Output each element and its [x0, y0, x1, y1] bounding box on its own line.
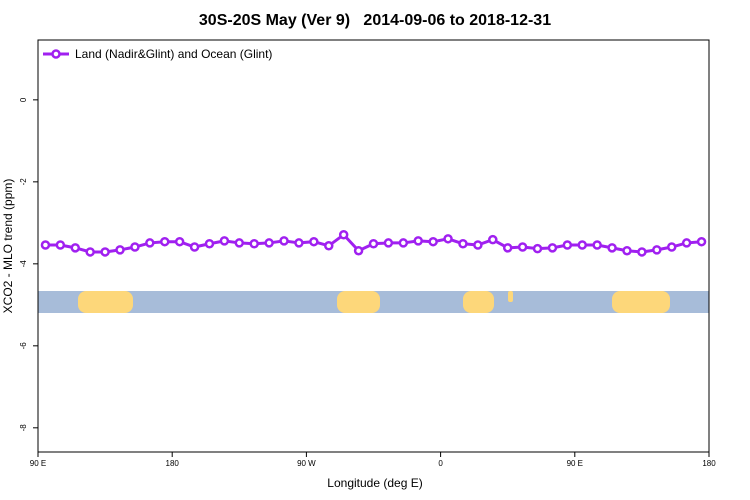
land	[337, 291, 380, 313]
point	[637, 247, 647, 257]
land	[612, 291, 670, 313]
point	[532, 243, 543, 254]
point	[204, 238, 215, 249]
point	[219, 236, 230, 246]
point	[413, 236, 423, 246]
point	[666, 242, 677, 252]
point	[130, 242, 140, 252]
point	[70, 243, 81, 253]
point	[368, 238, 379, 249]
point	[234, 238, 245, 248]
land	[508, 291, 513, 302]
point	[443, 234, 453, 244]
x-tick-label: 0	[438, 459, 443, 468]
legend-marker	[51, 49, 61, 59]
land	[463, 291, 494, 313]
point	[264, 238, 274, 248]
point	[622, 245, 632, 256]
point	[145, 238, 155, 248]
x-tick-label: 90 W	[297, 459, 316, 468]
y-axis-label: XCO2 - MLO trend (ppm)	[1, 179, 15, 314]
point	[547, 243, 558, 253]
point	[681, 238, 692, 248]
point	[40, 240, 51, 250]
land	[78, 291, 133, 313]
y-tick-label: 0	[19, 97, 28, 102]
legend-label: Land (Nadir&Glint) and Ocean (Glint)	[75, 47, 272, 61]
point	[159, 236, 170, 247]
point	[592, 240, 602, 250]
point	[309, 236, 319, 247]
point	[294, 238, 304, 248]
point	[100, 247, 110, 257]
point	[652, 245, 662, 255]
chart-title: 30S-20S May (Ver 9) 2014-09-06 to 2018-1…	[199, 12, 551, 29]
point	[428, 236, 438, 247]
point	[577, 240, 588, 250]
y-tick-label: -6	[19, 342, 28, 350]
y-tick-label: -4	[19, 260, 28, 268]
point	[458, 238, 468, 249]
point	[189, 242, 200, 252]
point	[607, 243, 617, 253]
x-tick-label: 90 E	[30, 459, 46, 468]
point	[488, 234, 498, 245]
point	[338, 229, 349, 240]
map-strip	[38, 291, 709, 313]
point	[353, 245, 364, 256]
point	[324, 241, 334, 251]
x-tick-label: 180	[166, 459, 180, 468]
point	[383, 238, 394, 248]
point	[115, 245, 125, 255]
point	[473, 240, 483, 250]
y-tick-label: -2	[19, 178, 28, 186]
plot-frame	[37, 39, 710, 453]
y-tick-label: -8	[19, 424, 28, 432]
point	[279, 236, 289, 246]
x-tick-label: 90 E	[567, 459, 583, 468]
point	[517, 242, 528, 252]
point	[398, 238, 409, 248]
point	[249, 238, 259, 249]
point	[55, 240, 66, 250]
x-axis-label: Longitude (deg E)	[327, 476, 422, 490]
point	[174, 236, 185, 247]
point	[696, 236, 707, 247]
point	[562, 240, 573, 250]
point	[85, 247, 95, 257]
x-tick-label: 180	[702, 459, 716, 468]
point	[502, 243, 513, 253]
